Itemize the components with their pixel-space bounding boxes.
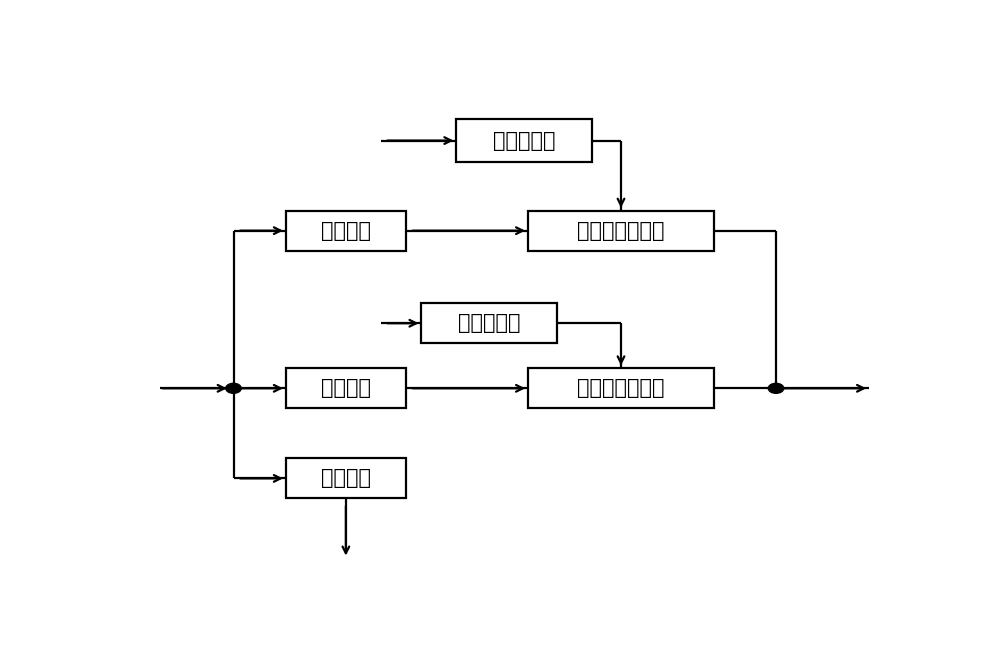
Bar [286, 369, 406, 408]
Circle shape [226, 384, 241, 393]
Text: 第二驱动器: 第二驱动器 [458, 313, 520, 333]
Text: 第二电阻: 第二电阻 [321, 378, 371, 398]
Bar [421, 303, 557, 343]
Bar [286, 458, 406, 499]
Text: 第一电阻: 第一电阻 [321, 220, 371, 240]
Text: 第一驱动器: 第一驱动器 [493, 131, 555, 151]
Bar [286, 211, 406, 251]
Text: 基础电阻: 基础电阻 [321, 469, 371, 488]
Bar [456, 120, 592, 162]
Text: 第一半导体开关: 第一半导体开关 [577, 220, 665, 240]
Text: 第二半导体开关: 第二半导体开关 [577, 378, 665, 398]
Circle shape [768, 384, 784, 393]
Bar [528, 369, 714, 408]
Bar [528, 211, 714, 251]
